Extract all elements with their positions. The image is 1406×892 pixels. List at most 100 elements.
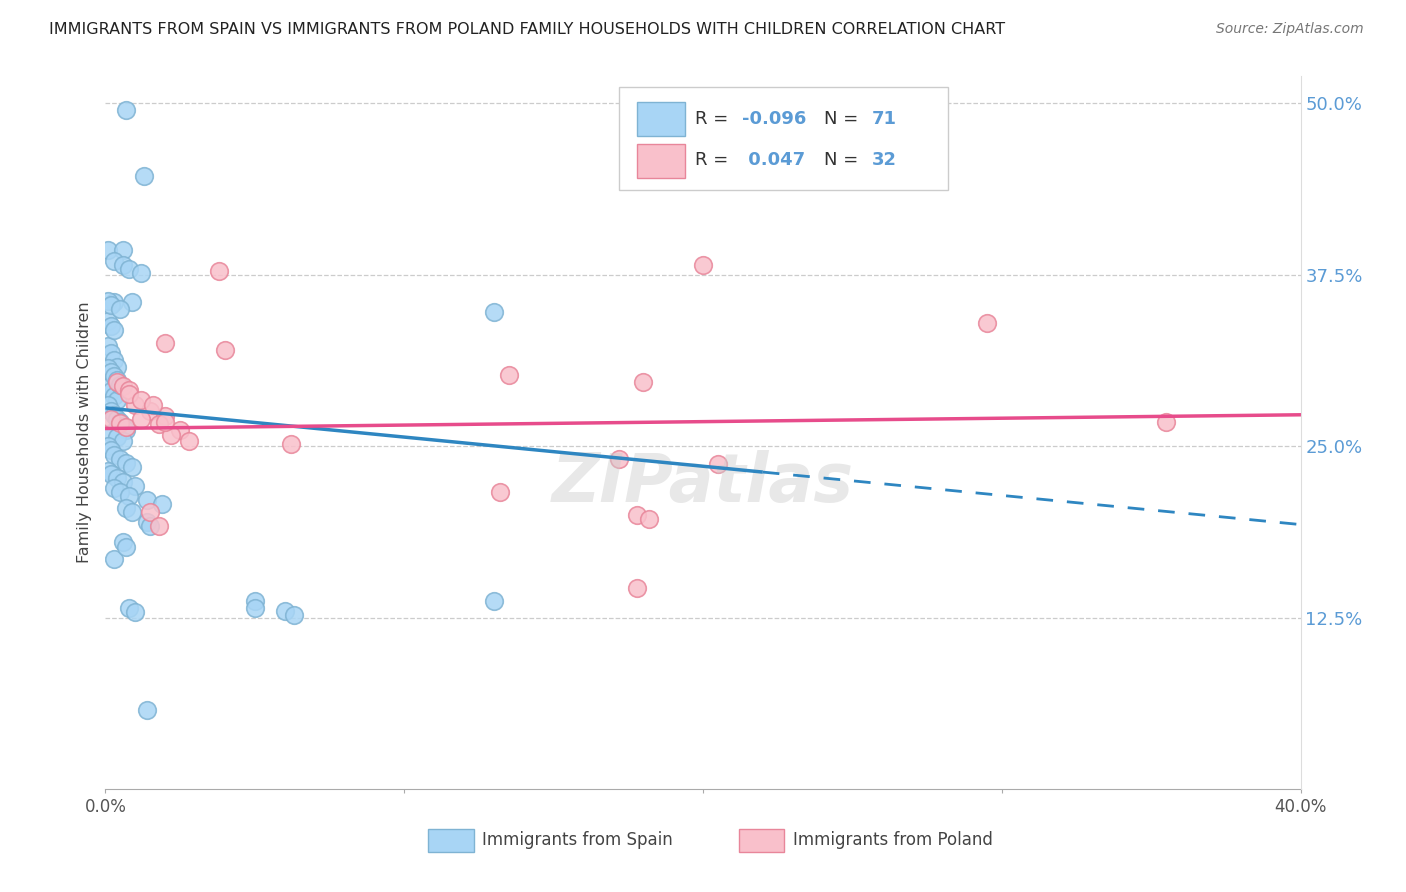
Point (208, 263, 231, 277)
Point (482, 305, 505, 319)
Point (110, 484, 132, 499)
Point (129, 267, 153, 281)
FancyBboxPatch shape (740, 829, 785, 852)
Point (112, 434, 135, 448)
Text: Immigrants from Poland: Immigrants from Poland (793, 831, 993, 849)
Point (115, 456, 138, 470)
FancyBboxPatch shape (637, 103, 685, 136)
Point (243, 601, 266, 615)
Point (707, 457, 730, 471)
Point (118, 383, 141, 397)
Point (112, 418, 135, 433)
Text: IMMIGRANTS FROM SPAIN VS IMMIGRANTS FROM POLAND FAMILY HOUSEHOLDS WITH CHILDREN : IMMIGRANTS FROM SPAIN VS IMMIGRANTS FROM… (49, 22, 1005, 37)
Point (148, 417, 170, 432)
Point (283, 608, 305, 623)
Point (112, 243, 135, 257)
Point (115, 501, 138, 516)
Text: R =: R = (695, 151, 734, 169)
Point (107, 374, 129, 388)
Point (169, 423, 191, 437)
Point (118, 601, 141, 615)
Point (107, 412, 129, 426)
Text: ZIPatlas: ZIPatlas (553, 450, 853, 516)
Point (97, 314, 120, 328)
Point (97, 398, 120, 412)
Point (136, 492, 159, 507)
Point (124, 606, 146, 620)
Point (498, 368, 520, 382)
Point (139, 505, 162, 519)
Text: -0.096: -0.096 (742, 110, 807, 128)
Point (139, 403, 162, 417)
Point (115, 103, 138, 117)
Point (124, 398, 146, 412)
Point (100, 318, 122, 333)
Point (150, 497, 173, 511)
Point (112, 379, 135, 393)
Point (103, 388, 125, 402)
FancyBboxPatch shape (429, 829, 474, 852)
Point (118, 262, 141, 277)
Point (110, 377, 132, 392)
Point (489, 484, 512, 499)
Point (103, 481, 125, 495)
FancyBboxPatch shape (619, 87, 948, 190)
Point (118, 489, 141, 503)
Point (121, 459, 143, 474)
Point (112, 475, 135, 489)
Point (134, 169, 156, 183)
Point (100, 425, 122, 440)
Point (136, 515, 159, 529)
FancyBboxPatch shape (637, 144, 685, 178)
Point (129, 392, 153, 407)
Point (139, 519, 162, 533)
Point (100, 346, 122, 360)
Point (155, 409, 177, 424)
Point (97, 339, 120, 353)
Point (626, 508, 648, 522)
Text: Immigrants from Spain: Immigrants from Spain (482, 831, 672, 849)
Point (97, 464, 120, 478)
Point (112, 535, 135, 549)
Point (107, 375, 129, 389)
Text: N =: N = (824, 110, 863, 128)
Point (97, 439, 120, 453)
Point (97, 293, 120, 308)
Point (115, 540, 138, 554)
Point (118, 387, 141, 401)
Text: 71: 71 (872, 110, 897, 128)
Point (100, 443, 122, 458)
Point (214, 343, 236, 358)
Point (155, 415, 177, 429)
Point (103, 448, 125, 462)
Point (177, 434, 201, 448)
Point (976, 316, 998, 330)
Point (124, 479, 146, 493)
Point (633, 375, 655, 389)
Point (100, 365, 122, 379)
Point (112, 258, 135, 272)
Point (97, 243, 120, 257)
Point (97, 380, 120, 394)
Point (638, 512, 661, 526)
Point (121, 505, 143, 519)
Point (129, 412, 153, 426)
Point (160, 428, 183, 442)
Text: Source: ZipAtlas.com: Source: ZipAtlas.com (1216, 22, 1364, 37)
Point (142, 398, 165, 412)
Text: 0.047: 0.047 (742, 151, 806, 169)
Point (110, 302, 132, 317)
Point (100, 384, 122, 399)
Point (107, 430, 129, 444)
Point (110, 416, 132, 430)
Text: R =: R = (695, 110, 734, 128)
Text: 32: 32 (872, 151, 897, 169)
Point (107, 392, 129, 407)
Point (692, 258, 714, 272)
Point (136, 703, 159, 717)
Point (243, 594, 266, 608)
Text: N =: N = (824, 151, 863, 169)
Point (110, 451, 132, 466)
Point (103, 552, 125, 566)
Point (100, 298, 122, 312)
